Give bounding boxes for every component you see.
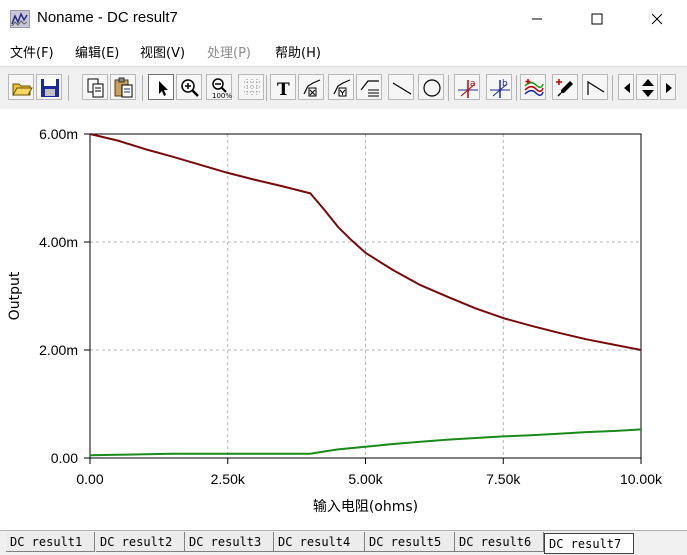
annotate-y-button[interactable] xyxy=(328,74,354,100)
tab-dc-result4[interactable]: DC result4 xyxy=(274,532,365,552)
menu-help[interactable]: 帮助(H) xyxy=(275,46,321,61)
tab-dc-result5[interactable]: DC result5 xyxy=(365,532,455,552)
x-tick-label: 0.00 xyxy=(76,471,103,487)
close-button[interactable] xyxy=(634,0,680,38)
cursor-b-button[interactable]: b xyxy=(486,74,512,100)
grid-layer xyxy=(90,134,641,458)
app-icon xyxy=(10,10,30,28)
title-bar: Noname - DC result7 xyxy=(0,0,687,38)
text-button-glyph: T xyxy=(277,80,290,100)
y-axis-label: Output xyxy=(7,271,23,320)
annotate-x-icon xyxy=(303,79,321,97)
text-button[interactable]: T xyxy=(270,74,296,100)
series-line-2 xyxy=(89,428,642,457)
y-tick-label: 4.00m xyxy=(39,234,78,250)
toolbar: 100% T a b xyxy=(0,66,687,110)
scroll-updown-button[interactable] xyxy=(636,74,658,100)
minimize-button[interactable] xyxy=(514,0,560,38)
zoom-in-button[interactable] xyxy=(176,74,202,100)
series-line-1 xyxy=(89,133,642,351)
toolbar-separator xyxy=(266,75,267,101)
circle-button[interactable] xyxy=(418,74,444,100)
series-layer xyxy=(89,133,642,457)
zoom-100-button[interactable]: 100% xyxy=(206,74,232,100)
curves-button[interactable] xyxy=(520,74,546,100)
segment-button[interactable] xyxy=(582,74,608,100)
cursor-a-label: a xyxy=(470,79,476,89)
plot-area[interactable]: 0.00 2.50k 5.00k 7.50k 10.00k 0.00 2.00m 4.00m 6… xyxy=(0,109,687,530)
color-picker-icon xyxy=(556,79,573,97)
scroll-left-icon xyxy=(624,83,630,93)
minimize-icon xyxy=(532,18,542,20)
annotate-xy-button[interactable] xyxy=(356,74,382,100)
zoom-100-icon: 100% xyxy=(212,78,232,100)
toolbar-separator xyxy=(612,75,613,101)
curves-icon xyxy=(524,79,544,96)
text-icon: T xyxy=(277,80,290,100)
x-tick-label: 7.50k xyxy=(486,471,521,487)
line-button[interactable] xyxy=(388,74,414,100)
line-icon xyxy=(392,82,412,95)
y-tick-label: 6.00m xyxy=(39,126,78,142)
save-button[interactable] xyxy=(36,74,62,100)
maximize-button[interactable] xyxy=(574,0,620,38)
tab-dc-result2[interactable]: DC result2 xyxy=(96,532,185,552)
y-tick-label: 2.00m xyxy=(39,342,78,358)
save-icon xyxy=(41,79,59,97)
dc-result-chart[interactable]: 0.00 2.50k 5.00k 7.50k 10.00k 0.00 2.00m 4.00m 6… xyxy=(0,109,687,530)
toolbar-separator xyxy=(448,75,449,101)
open-icon xyxy=(12,83,33,96)
toolbar-separator xyxy=(68,75,69,101)
axis-layer xyxy=(84,133,642,464)
tab-dc-result6[interactable]: DC result6 xyxy=(455,532,544,552)
scroll-updown-icon xyxy=(642,79,654,97)
pointer-button[interactable] xyxy=(148,74,174,100)
tab-dc-result1[interactable]: DC result1 xyxy=(6,532,95,552)
tab-dc-result7[interactable]: DC result7 xyxy=(544,533,634,554)
x-tick-label: 2.50k xyxy=(211,471,246,487)
close-icon xyxy=(651,13,663,25)
cursor-a-button[interactable]: a xyxy=(454,74,480,100)
segment-icon xyxy=(587,80,605,95)
scroll-left-button[interactable] xyxy=(618,74,634,100)
cursor-b-icon: b xyxy=(490,79,510,98)
toolbar-separator xyxy=(516,75,517,101)
window-title: Noname - DC result7 xyxy=(37,9,178,26)
circle-icon xyxy=(423,79,441,97)
menu-bar: 文件(F) 编辑(E) 视图(V) 处理(P) 帮助(H) xyxy=(0,38,687,64)
annotate-y-icon xyxy=(333,79,351,97)
paste-icon xyxy=(114,77,133,98)
pointer-icon xyxy=(159,81,168,96)
result-tab-bar: DC result1 DC result2 DC result3 DC result4… xyxy=(0,530,687,555)
menu-process[interactable]: 处理(P) xyxy=(207,46,251,61)
copy-icon xyxy=(87,78,104,98)
grid-button[interactable] xyxy=(238,74,264,100)
menu-edit[interactable]: 编辑(E) xyxy=(75,46,120,61)
zoom-100-label: 100% xyxy=(212,92,232,100)
annotate-xy-icon xyxy=(360,80,379,97)
scroll-right-button[interactable] xyxy=(660,74,676,100)
copy-button[interactable] xyxy=(82,74,108,100)
x-axis-label: 输入电阻(ohms) xyxy=(313,499,418,515)
tab-dc-result3[interactable]: DC result3 xyxy=(185,532,274,552)
paste-button[interactable] xyxy=(110,74,136,100)
menu-view[interactable]: 视图(V) xyxy=(140,46,186,61)
grid-icon xyxy=(244,79,260,96)
zoom-in-icon xyxy=(181,79,199,97)
tick-label-layer: 0.00 2.50k 5.00k 7.50k 10.00k 0.00 2.00m 4.00m 6… xyxy=(39,126,663,487)
cursor-a-icon: a xyxy=(458,79,478,98)
menu-file[interactable]: 文件(F) xyxy=(10,46,54,61)
cursor-b-label: b xyxy=(502,79,508,89)
open-button[interactable] xyxy=(8,74,34,100)
annotate-x-button[interactable] xyxy=(298,74,324,100)
color-picker-button[interactable] xyxy=(552,74,578,100)
scroll-right-icon xyxy=(666,83,672,93)
x-tick-label: 10.00k xyxy=(620,471,663,487)
toolbar-separator xyxy=(142,75,143,101)
y-tick-label: 0.00 xyxy=(51,450,78,466)
x-tick-label: 5.00k xyxy=(348,471,383,487)
maximize-icon xyxy=(591,13,603,25)
